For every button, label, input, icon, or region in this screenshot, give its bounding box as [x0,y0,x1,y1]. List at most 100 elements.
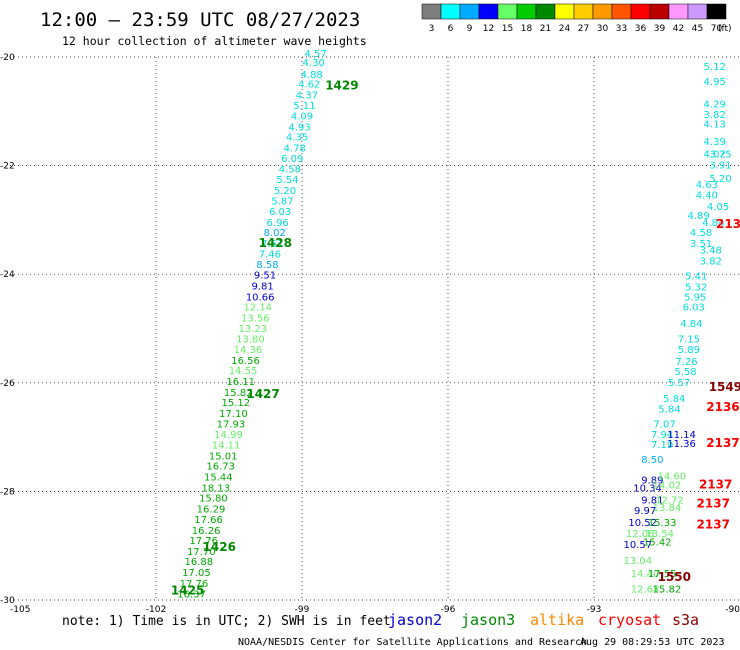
scale-swatch [592,3,613,20]
wave-height-label: 3.82 [700,256,722,267]
time-label: 1429 [325,79,358,93]
wave-height-label: 15.82 [653,584,682,595]
scale-label: 42 [673,24,684,34]
wave-height-label: 17.70 [187,547,216,558]
wave-height-label: 18.13 [202,483,231,494]
y-tick-label: -22 [0,162,15,172]
wave-height-label: 4.88 [301,70,323,81]
axis-ticks: -105 -102 -99 -96 -93 -90 -20 -22 -24 -26 -28 -30 [0,53,740,615]
wave-height-label: 10.52 [628,518,657,529]
footnote: note: 1) Time is in UTC; 2) SWH is in fe… [62,614,391,629]
time-label: 1427 [246,387,279,401]
wave-height-label: 5.57 [668,378,690,389]
wave-height-label: 15.44 [204,473,233,484]
wave-height-label: 4.02 [704,149,726,160]
wave-height-label: 15.33 [648,518,677,529]
x-tick-label: -93 [587,605,602,615]
x-tick-label: -105 [10,605,30,615]
scale-label: 3 [429,24,435,34]
wave-height-label: 4.62 [298,79,320,90]
wave-height-label: 17.76 [180,579,209,590]
wave-height-label: 4.58 [690,228,712,239]
scale-label: 6 [448,24,454,34]
wave-height-label: 4.09 [291,111,313,122]
wave-height-label: 16.29 [197,505,226,516]
wave-height-label: 13.84 [653,503,682,514]
time-label: 2137 [699,478,732,492]
wave-height-label: 14.99 [214,430,243,441]
scale-swatch [668,3,689,20]
y-tick-label: -20 [0,53,15,63]
scale-swatch [687,3,708,20]
wave-height-label: 4.13 [704,120,726,131]
time-label: 2137 [706,436,739,450]
wave-height-label: 5.87 [271,197,293,208]
wave-height-label: 17.66 [194,515,223,526]
wave-height-label: 5.54 [276,175,298,186]
wave-height-label: 15.80 [199,494,228,505]
scale-label: 70 [711,24,723,34]
time-label: 2137 [697,497,730,511]
scale-unit: (ft) [718,24,732,34]
scale-label: 9 [467,24,473,34]
wave-height-label: 9.81 [641,495,663,506]
wave-height-label: 12.08 [626,529,655,540]
grid-lines [10,56,740,601]
wave-height-label: 4.58 [279,165,301,176]
time-label: 1550 [658,570,691,584]
wave-height-label: 5.41 [685,272,707,283]
wave-height-label: 14.55 [229,366,258,377]
wave-height-label: 14.40 [631,569,660,580]
wave-height-label: 4.30 [303,58,325,69]
wave-height-label: 4.84 [680,319,702,330]
wave-height-label: 9.89 [641,475,663,486]
wave-height-label: 16.37 [177,589,206,600]
wave-height-label: 7.19 [651,440,673,451]
wave-height-label: 5.20 [274,186,296,197]
wave-height-label: 3.51 [690,239,712,250]
mission-label: s3a [672,611,699,629]
time-label: 1549 [709,380,740,394]
wave-height-label: 16.26 [192,526,221,537]
wave-height-label: 13.80 [236,335,265,346]
wave-height-label: 12.72 [655,495,684,506]
wave-height-label: 12.14 [243,303,272,314]
scale-label: 24 [559,24,571,34]
scale-swatch [630,3,651,20]
wave-height-label: 15.01 [209,451,238,462]
time-label: 2137 [716,217,740,231]
scale-swatch [554,3,575,20]
time-label: 1425 [171,584,204,598]
scale-label: 45 [692,24,703,34]
wave-height-label: 16.73 [206,462,235,473]
wave-height-label: 14.02 [653,481,682,492]
wave-height-label: 15.12 [221,398,250,409]
wave-height-label: 5.84 [663,394,685,405]
wave-height-label: 14.60 [658,471,687,482]
scale-swatch [535,3,556,20]
wave-height-label: 5.95 [684,292,706,303]
color-scale: 3 6 9 12 15 18 21 24 27 30 33 36 39 42 45 70(ft) [421,3,732,34]
wave-height-label: 14.11 [212,441,241,452]
wave-height-label: 13.23 [239,324,268,335]
y-tick-label: -30 [0,596,15,606]
wave-height-label: 7.94 [651,430,673,441]
wave-height-label: 4.57 [304,49,326,60]
scale-label: 18 [521,24,533,34]
wave-height-label: 4.78 [284,143,306,154]
scale-swatch [611,3,632,20]
mission-legend: jason2 jason3 altika cryosat s3a [388,611,699,629]
wave-height-label: 7.07 [653,419,675,430]
scale-swatch [459,3,480,20]
wave-height-label: 16.88 [185,557,214,568]
time-label: 2136 [706,400,739,414]
chart-title: 12:00 – 23:59 UTC 08/27/2023 [40,9,360,31]
wave-height-label: 9.51 [254,271,276,282]
wave-height-label: 7.51 [261,239,283,250]
scale-swatch [706,3,727,20]
wave-height-label: 17.76 [189,536,218,547]
wave-height-label: 5.89 [678,345,700,356]
wave-height-label: 5.11 [293,101,315,112]
wave-height-label: 7.15 [678,335,700,346]
